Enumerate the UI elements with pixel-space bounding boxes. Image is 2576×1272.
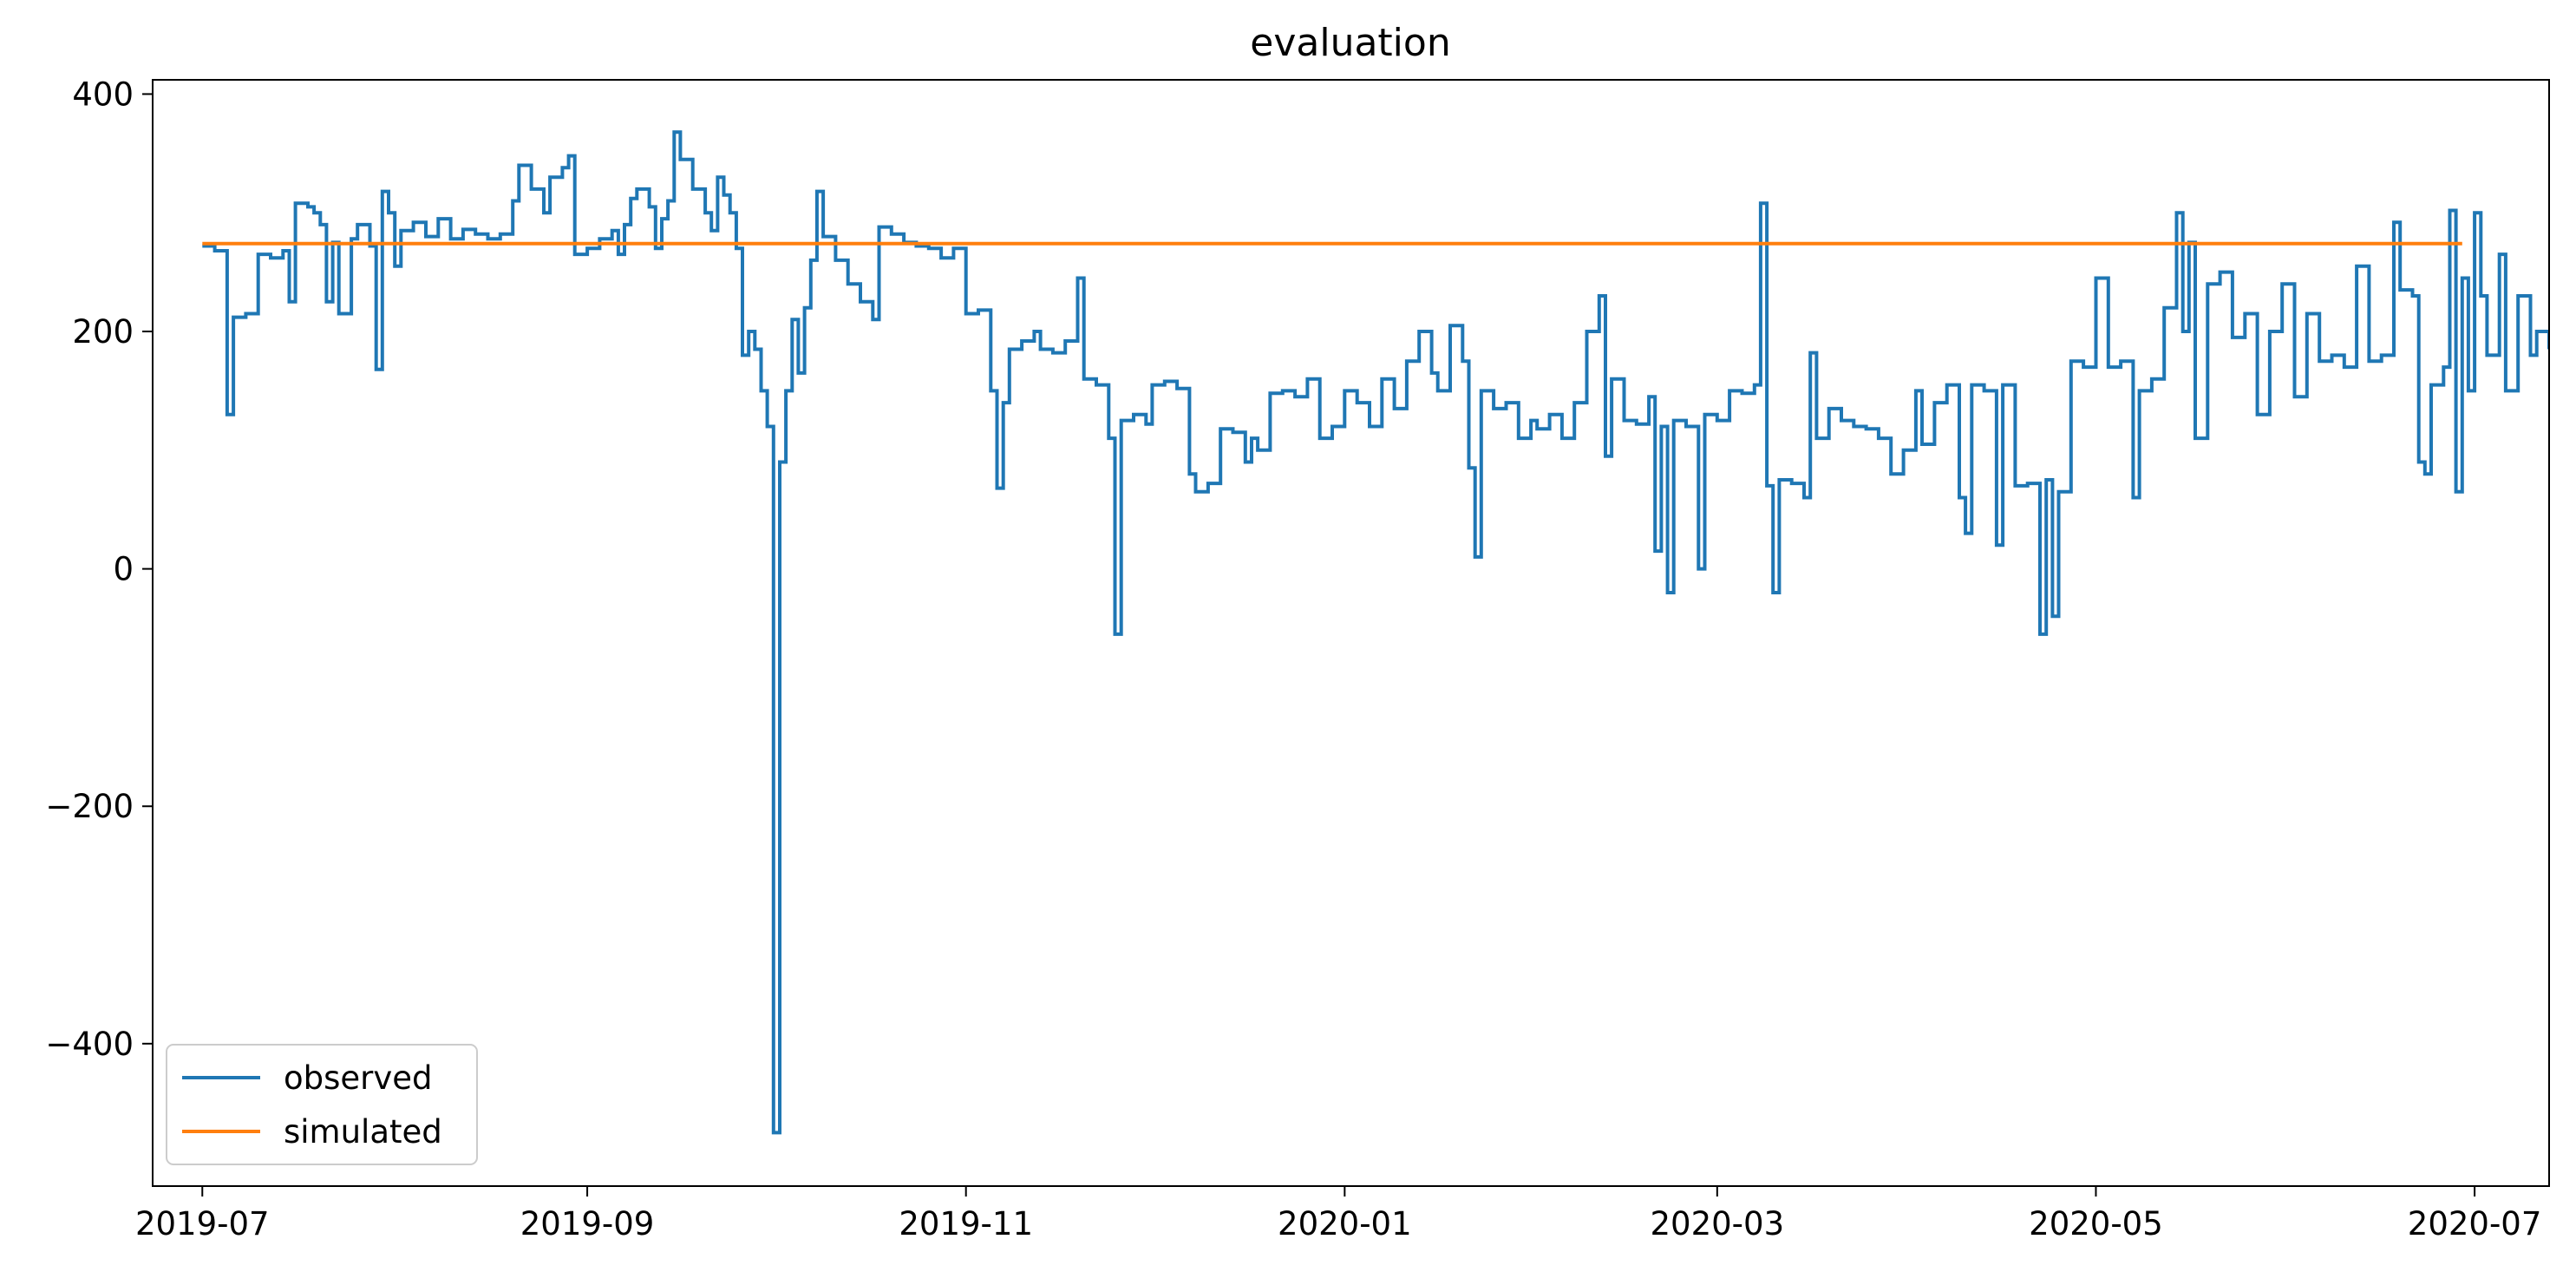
legend: observed simulated: [166, 1044, 478, 1165]
x-tick-label: 2020-03: [1651, 1205, 1785, 1242]
x-tick-label: 2020-01: [1278, 1205, 1412, 1242]
y-tick-label: −400: [45, 1026, 134, 1063]
y-tick-label: −200: [45, 788, 134, 825]
x-tick-label: 2019-09: [520, 1205, 655, 1242]
legend-label-observed: observed: [284, 1059, 433, 1097]
chart-title: evaluation: [1250, 21, 1450, 65]
y-axis: 400 200 0 −200 −400: [45, 75, 153, 1063]
y-tick-label: 200: [72, 313, 134, 351]
x-tick-label: 2020-07: [2408, 1205, 2542, 1242]
x-axis: 2019-07 2019-09 2019-11 2020-01 2020-03 2020-…: [135, 1186, 2541, 1242]
legend-box: [166, 1044, 478, 1165]
series-layer: [202, 130, 2549, 1135]
x-tick-label: 2019-11: [899, 1205, 1033, 1242]
plot-frame: [152, 79, 2550, 1187]
legend-label-simulated: simulated: [284, 1113, 442, 1151]
x-tick-label: 2019-07: [135, 1205, 270, 1242]
y-tick-label: 400: [72, 75, 134, 113]
series-line-observed: [202, 130, 2549, 1135]
y-tick-label: 0: [113, 551, 134, 588]
x-tick-label: 2020-05: [2029, 1205, 2163, 1242]
plot-area: [152, 79, 2550, 1187]
